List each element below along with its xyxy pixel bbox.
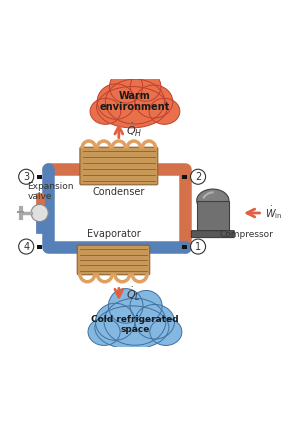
Ellipse shape [108, 289, 143, 323]
Text: 4: 4 [23, 242, 29, 252]
Circle shape [19, 239, 34, 254]
FancyBboxPatch shape [182, 245, 187, 249]
FancyBboxPatch shape [182, 175, 187, 179]
Text: Warm
environment: Warm environment [100, 91, 170, 112]
Ellipse shape [150, 318, 182, 345]
Ellipse shape [97, 84, 135, 119]
FancyBboxPatch shape [37, 175, 42, 179]
Ellipse shape [197, 189, 229, 212]
Ellipse shape [130, 291, 162, 321]
Ellipse shape [149, 98, 180, 124]
Text: $\dot{W}_{\rm in}$: $\dot{W}_{\rm in}$ [265, 204, 283, 222]
Text: 3: 3 [23, 172, 29, 182]
FancyBboxPatch shape [37, 245, 42, 249]
Ellipse shape [110, 70, 143, 103]
Circle shape [19, 169, 34, 184]
FancyBboxPatch shape [197, 201, 229, 232]
Ellipse shape [105, 79, 164, 124]
Text: Compressor: Compressor [220, 230, 273, 239]
Text: Evaporator: Evaporator [87, 228, 140, 239]
Ellipse shape [135, 305, 174, 339]
Text: Expansion
valve: Expansion valve [28, 181, 74, 201]
Text: Condenser: Condenser [93, 187, 145, 198]
Ellipse shape [130, 72, 161, 101]
Text: $\dot{Q}_H$: $\dot{Q}_H$ [126, 122, 142, 139]
Ellipse shape [88, 318, 120, 345]
Ellipse shape [95, 303, 135, 340]
FancyBboxPatch shape [80, 147, 158, 185]
Circle shape [31, 204, 48, 222]
Text: $\dot{Q}_L$: $\dot{Q}_L$ [126, 285, 140, 302]
Circle shape [191, 169, 206, 184]
FancyBboxPatch shape [191, 230, 234, 238]
Ellipse shape [135, 85, 173, 118]
Text: 1: 1 [195, 242, 201, 252]
Circle shape [191, 239, 206, 254]
FancyBboxPatch shape [77, 245, 150, 275]
Text: 2: 2 [195, 172, 201, 182]
Ellipse shape [90, 98, 121, 124]
Ellipse shape [95, 306, 169, 349]
Text: Cold refrigerated
space: Cold refrigerated space [91, 315, 179, 334]
Ellipse shape [97, 86, 168, 128]
Ellipse shape [104, 298, 166, 345]
